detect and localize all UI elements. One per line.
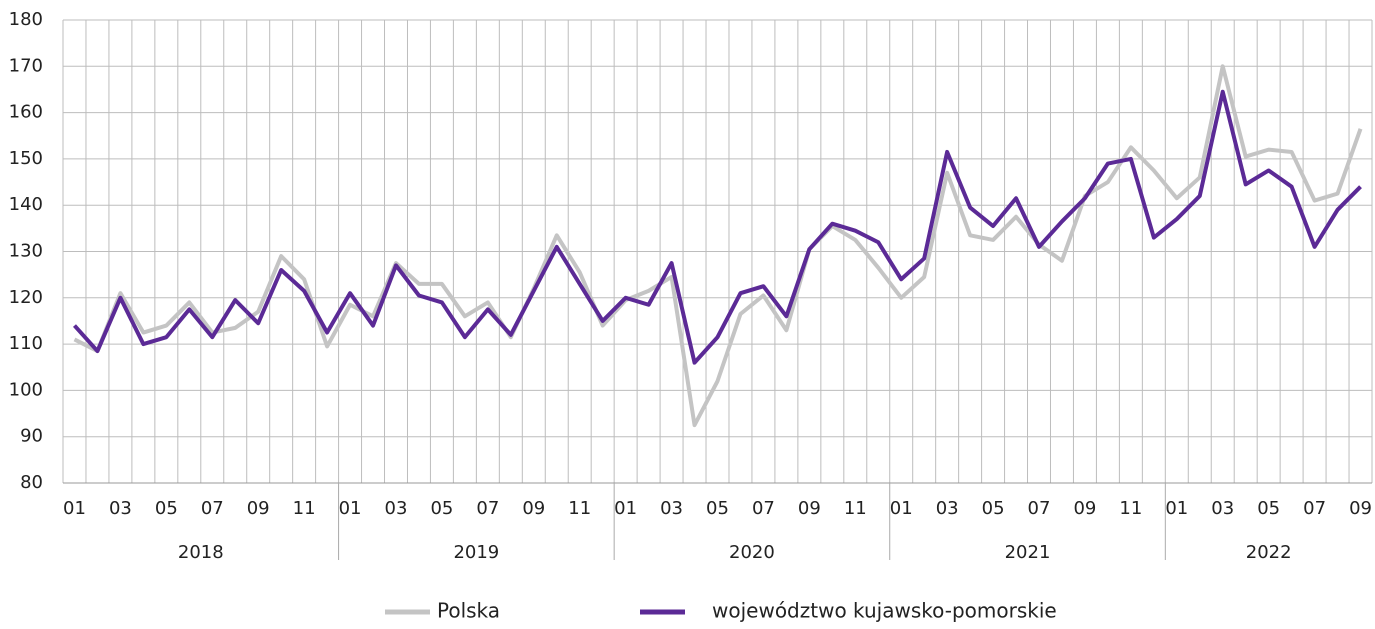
y-tick-label: 170 bbox=[9, 55, 43, 76]
x-tick-label: 07 bbox=[1028, 498, 1051, 519]
y-tick-label: 80 bbox=[20, 472, 43, 493]
x-tick-label: 01 bbox=[63, 498, 86, 519]
x-tick-label: 07 bbox=[476, 498, 499, 519]
y-tick-label: 110 bbox=[9, 333, 43, 354]
x-tick-label: 05 bbox=[982, 498, 1005, 519]
x-tick-label: 09 bbox=[1349, 498, 1372, 519]
legend-label: województwo kujawsko-pomorskie bbox=[712, 599, 1057, 623]
x-tick-label: 01 bbox=[339, 498, 362, 519]
y-tick-label: 160 bbox=[9, 102, 43, 123]
x-tick-label: 07 bbox=[1303, 498, 1326, 519]
series-line bbox=[72, 89, 1362, 365]
group-label: 2022 bbox=[1246, 542, 1292, 563]
x-tick-label: 09 bbox=[1073, 498, 1096, 519]
x-tick-label: 03 bbox=[936, 498, 959, 519]
x-tick-label: 09 bbox=[798, 498, 821, 519]
x-tick-label: 01 bbox=[890, 498, 913, 519]
x-tick-label: 09 bbox=[522, 498, 545, 519]
group-label: 2018 bbox=[178, 542, 224, 563]
x-tick-label: 03 bbox=[109, 498, 132, 519]
x-tick-label: 01 bbox=[1165, 498, 1188, 519]
x-tick-label: 07 bbox=[752, 498, 775, 519]
y-tick-label: 100 bbox=[9, 379, 43, 400]
y-tick-label: 90 bbox=[20, 426, 43, 447]
y-tick-label: 140 bbox=[9, 194, 43, 215]
x-tick-label: 05 bbox=[155, 498, 178, 519]
x-tick-label: 11 bbox=[1119, 498, 1142, 519]
group-label: 2020 bbox=[729, 542, 775, 563]
x-tick-label: 05 bbox=[706, 498, 729, 519]
x-tick-label: 05 bbox=[430, 498, 453, 519]
y-tick-label: 180 bbox=[9, 9, 43, 30]
x-tick-label: 07 bbox=[201, 498, 224, 519]
group-label: 2019 bbox=[453, 542, 499, 563]
legend-label: Polska bbox=[437, 599, 500, 623]
x-tick-label: 03 bbox=[660, 498, 683, 519]
x-tick-label: 03 bbox=[385, 498, 408, 519]
x-tick-label: 03 bbox=[1211, 498, 1234, 519]
group-label: 2021 bbox=[1005, 542, 1051, 563]
y-tick-label: 150 bbox=[9, 148, 43, 169]
x-tick-label: 11 bbox=[293, 498, 316, 519]
series-line bbox=[73, 64, 1363, 428]
x-tick-label: 05 bbox=[1257, 498, 1280, 519]
y-tick-label: 120 bbox=[9, 287, 43, 308]
x-tick-label: 11 bbox=[568, 498, 591, 519]
x-tick-label: 11 bbox=[844, 498, 867, 519]
x-tick-label: 01 bbox=[614, 498, 637, 519]
x-tick-label: 09 bbox=[247, 498, 270, 519]
y-tick-label: 130 bbox=[9, 241, 43, 262]
